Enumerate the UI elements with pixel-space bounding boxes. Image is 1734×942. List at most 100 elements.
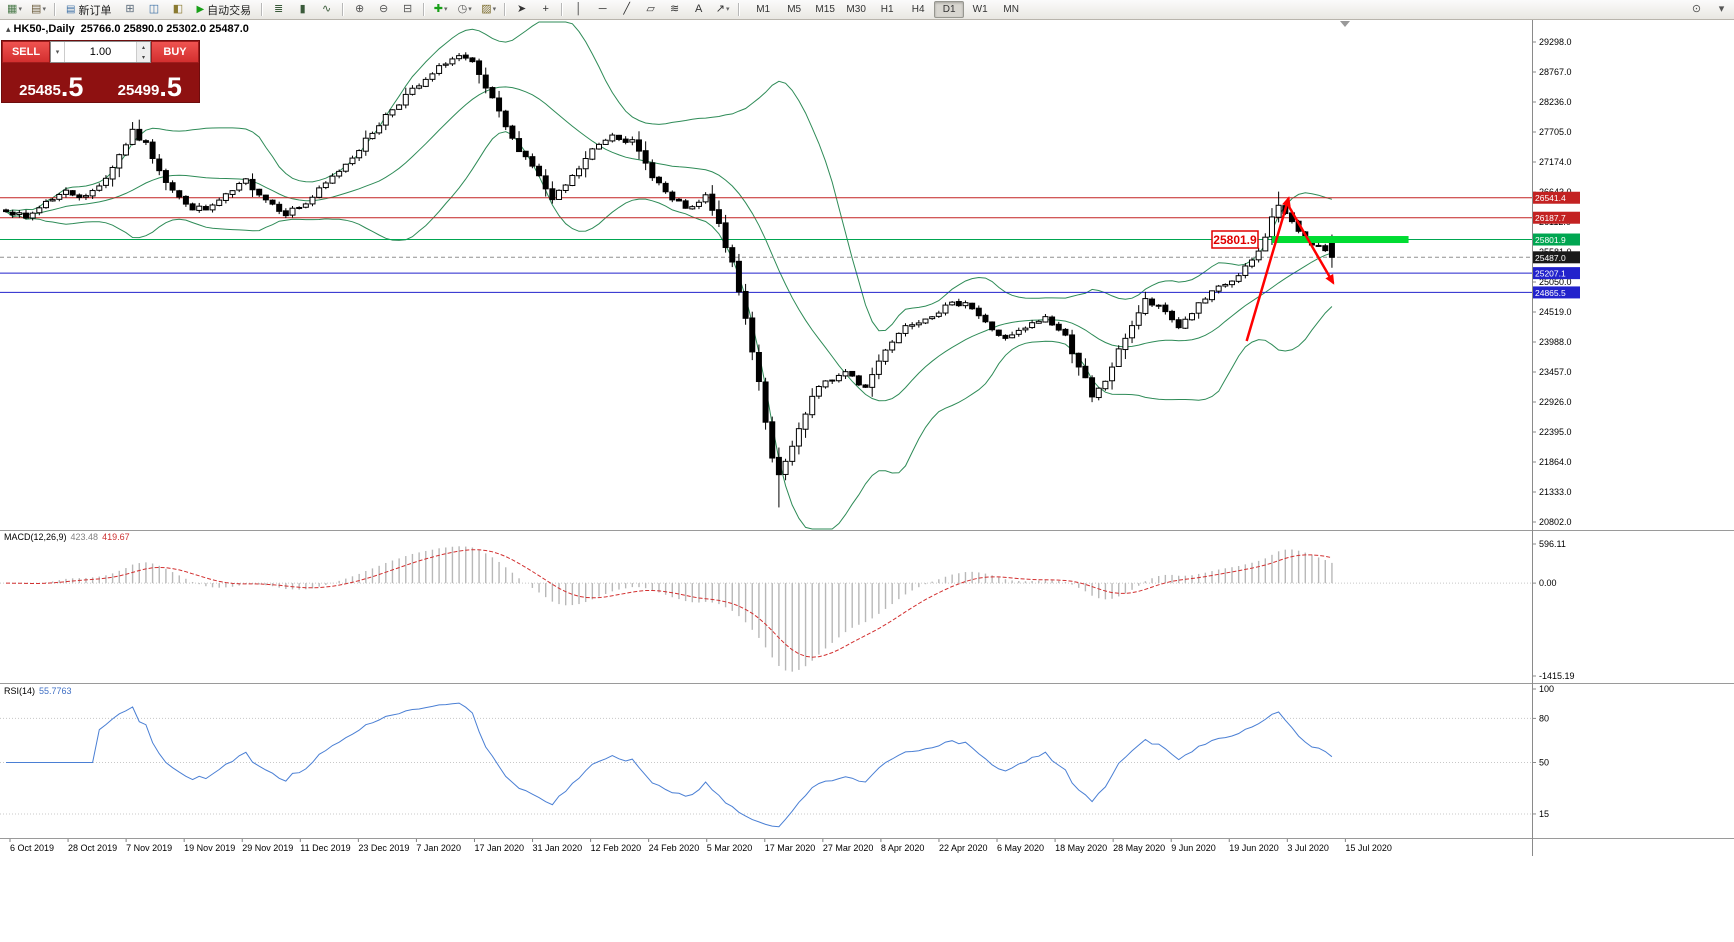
chart-shift-marker[interactable] xyxy=(1340,21,1350,27)
templates-icon[interactable]: ▨ ▾ xyxy=(481,3,497,15)
svg-text:26541.4: 26541.4 xyxy=(1535,193,1566,203)
svg-text:100: 100 xyxy=(1539,684,1554,694)
panel-separators[interactable] xyxy=(0,530,1734,839)
svg-text:24519.0: 24519.0 xyxy=(1539,307,1572,317)
crosshair-icon[interactable]: + xyxy=(542,3,549,15)
svg-text:7 Nov 2019: 7 Nov 2019 xyxy=(126,843,172,853)
svg-text:22 Apr 2020: 22 Apr 2020 xyxy=(939,843,988,853)
macd-indicator xyxy=(0,546,1532,672)
zoom-out-icon[interactable]: ⊖ xyxy=(379,3,389,15)
buy-button[interactable]: BUY xyxy=(151,41,199,63)
svg-text:27174.0: 27174.0 xyxy=(1539,157,1572,167)
svg-text:17 Jan 2020: 17 Jan 2020 xyxy=(474,843,524,853)
volume-dropdown-icon[interactable]: ▾ xyxy=(51,42,65,62)
rsi-axis: 100 80 50 15 xyxy=(1532,684,1554,819)
time-axis: 6 Oct 2019 28 Oct 2019 7 Nov 2019 19 Nov 20… xyxy=(9,839,1392,853)
spinner-down-icon[interactable]: ▾ xyxy=(137,52,150,62)
svg-text:8 Apr 2020: 8 Apr 2020 xyxy=(881,843,925,853)
level-lines xyxy=(0,197,1532,293)
chevron-down-icon: ▾ xyxy=(18,6,22,13)
text-label-icon[interactable]: A xyxy=(694,3,703,15)
cursor-icon[interactable]: ➤ xyxy=(517,3,527,15)
equidistant-channel-icon[interactable]: ▱ xyxy=(646,3,655,15)
tile-windows-icon[interactable]: ⊟ xyxy=(403,3,413,15)
indicators-add-icon[interactable]: ✚ ▾ xyxy=(433,3,448,15)
timeframe-mn-button[interactable]: MN xyxy=(1003,4,1019,15)
zoom-in-icon[interactable]: ⊕ xyxy=(355,3,365,15)
spinner-up-icon[interactable]: ▴ xyxy=(137,42,150,52)
symbol-period-label: HK50-,Daily xyxy=(13,23,75,35)
timeframe-m1-button[interactable]: M1 xyxy=(756,4,771,15)
svg-text:21864.0: 21864.0 xyxy=(1539,457,1572,467)
quote-prices: 25485.5 25499.5 xyxy=(2,63,199,102)
volume-field[interactable]: ▾ 1.00 ▴ ▾ xyxy=(50,41,151,63)
charts-cascade-icon[interactable]: ⊞ xyxy=(125,3,135,15)
new-order-label: 新订单 xyxy=(78,4,112,17)
vertical-line-icon[interactable]: │ xyxy=(575,3,583,15)
svg-text:31 Jan 2020: 31 Jan 2020 xyxy=(533,843,583,853)
svg-text:9 Jun 2020: 9 Jun 2020 xyxy=(1171,843,1216,853)
more-icon[interactable]: ▾ xyxy=(1718,3,1725,15)
timeframe-m5-button[interactable]: M5 xyxy=(787,4,802,15)
rsi-value: 55.7763 xyxy=(39,686,72,696)
profiles-icon[interactable]: ▤ ▾ xyxy=(31,3,46,15)
toolbar-separator xyxy=(738,3,741,16)
chart-window-icon: ▴ xyxy=(6,24,11,34)
timeframe-h1-button[interactable]: H1 xyxy=(880,4,894,15)
toolbar-separator xyxy=(54,3,56,16)
timeframe-m30-button[interactable]: M30 xyxy=(846,4,866,15)
toolbar: ▦ ▾ ▤ ▾ ▤ 新订单 ⊞ ◫ ◧ ▶ 自动交易 ≣ ▮ ∿ ⊕ ⊖ ⊟ ✚ ▾ ◷ ▾ ▨ ▾ ➤ + │ ─ ╱ ▱ ≋ A ↗ ▾ M… xyxy=(0,0,1734,20)
trendline-icon[interactable]: ╱ xyxy=(623,3,630,15)
svg-text:23 Dec 2019: 23 Dec 2019 xyxy=(358,843,409,853)
svg-text:29 Nov 2019: 29 Nov 2019 xyxy=(242,843,293,853)
chevron-down-icon: ▾ xyxy=(444,6,448,13)
svg-text:20802.0: 20802.0 xyxy=(1539,517,1572,527)
macd-axis: 596.11 0.00 -1415.19 xyxy=(1532,539,1575,681)
line-chart-type-icon[interactable]: ∿ xyxy=(322,3,332,15)
macd-value: 423.48 xyxy=(70,532,99,542)
svg-text:28767.0: 28767.0 xyxy=(1539,67,1572,77)
timeframe-h4-button[interactable]: H4 xyxy=(911,4,925,15)
svg-text:50: 50 xyxy=(1539,758,1549,768)
periods-icon[interactable]: ◷ ▾ xyxy=(457,3,472,15)
new-order-button[interactable]: ▤ 新订单 xyxy=(60,1,117,19)
chevron-down-icon: ▾ xyxy=(42,6,46,13)
rsi-name: RSI(14) xyxy=(4,686,36,696)
svg-text:17 Mar 2020: 17 Mar 2020 xyxy=(765,843,816,853)
autotrading-button[interactable]: ▶ 自动交易 xyxy=(190,1,257,19)
navigator-icon[interactable]: ◧ xyxy=(172,3,184,15)
svg-text:22926.0: 22926.0 xyxy=(1539,397,1572,407)
svg-text:22395.0: 22395.0 xyxy=(1539,427,1572,437)
bars-chart-type-icon[interactable]: ≣ xyxy=(274,3,284,15)
svg-text:596.11: 596.11 xyxy=(1539,539,1566,549)
volume-value[interactable]: 1.00 xyxy=(89,46,112,58)
new-chart-icon[interactable]: ▦ ▾ xyxy=(7,3,22,15)
svg-text:25207.1: 25207.1 xyxy=(1535,269,1566,279)
chart-title: ▴ HK50-,Daily 25766.0 25890.0 25302.0 2548… xyxy=(6,23,249,35)
chevron-down-icon: ▾ xyxy=(726,6,730,13)
timeframe-m15-button[interactable]: M15 xyxy=(815,4,835,15)
macd-signal-value: 419.67 xyxy=(102,532,130,542)
volume-spinner[interactable]: ▴ ▾ xyxy=(136,42,150,62)
candles-chart-type-icon[interactable]: ▮ xyxy=(299,3,306,15)
sell-button[interactable]: SELL xyxy=(2,41,50,63)
timeframe-w1-button[interactable]: W1 xyxy=(972,4,988,15)
svg-text:25801.9: 25801.9 xyxy=(1213,233,1257,247)
toolbar-separator xyxy=(423,3,426,16)
arrows-tool-icon[interactable]: ↗ ▾ xyxy=(715,3,730,15)
buy-price-main: 25499 xyxy=(117,81,160,99)
svg-text:23988.0: 23988.0 xyxy=(1539,337,1572,347)
fibonacci-icon[interactable]: ≋ xyxy=(670,3,680,15)
svg-text:24 Feb 2020: 24 Feb 2020 xyxy=(649,843,700,853)
svg-text:28236.0: 28236.0 xyxy=(1539,97,1572,107)
search-icon[interactable]: ⊙ xyxy=(1691,3,1702,15)
toolbar-separator xyxy=(261,3,264,16)
svg-text:80: 80 xyxy=(1539,713,1549,723)
svg-text:26187.7: 26187.7 xyxy=(1535,213,1566,223)
chevron-down-icon: ▾ xyxy=(492,6,497,13)
timeframe-d1-button[interactable]: D1 xyxy=(934,1,965,18)
horizontal-line-icon[interactable]: ─ xyxy=(598,3,607,15)
market-watch-icon[interactable]: ◫ xyxy=(148,3,160,15)
chevron-down-icon: ▾ xyxy=(468,6,472,13)
